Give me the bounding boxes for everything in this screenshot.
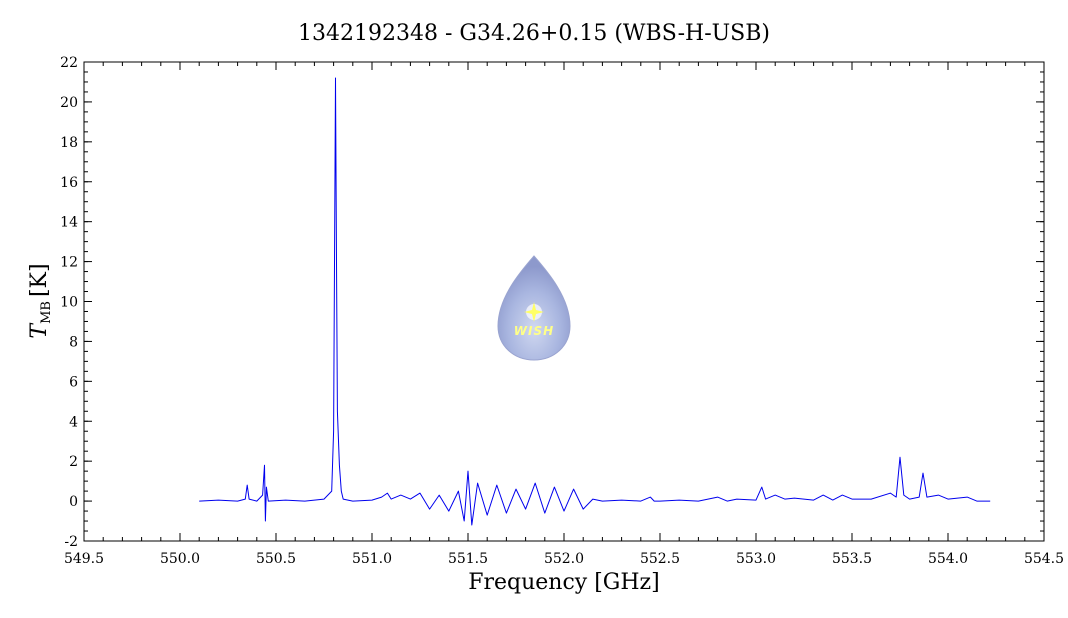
y-tick-label: -2 [64, 534, 78, 550]
y-tick-label: 12 [60, 255, 78, 271]
y-tick-label: 4 [69, 414, 78, 430]
star-icon [524, 302, 544, 322]
y-axis-label: TMB [K] [27, 263, 54, 338]
x-tick-label: 554.0 [928, 551, 968, 567]
y-tick-label: 0 [69, 494, 78, 510]
x-tick-label: 553.5 [832, 551, 872, 567]
y-tick-label: 22 [60, 55, 78, 71]
y-axis-unit: [K] [27, 263, 52, 297]
logo-text: WISH [514, 324, 554, 338]
x-tick-label: 552.0 [544, 551, 584, 567]
x-tick-label: 553.0 [736, 551, 776, 567]
y-axis-subscript: MB [39, 301, 54, 324]
wish-logo: WISH [497, 255, 571, 361]
x-tick-label: 550.5 [256, 551, 296, 567]
x-tick-label: 554.5 [1024, 551, 1064, 567]
x-tick-label: 551.5 [448, 551, 488, 567]
y-tick-label: 6 [69, 374, 78, 390]
x-tick-label: 551.0 [352, 551, 392, 567]
axis-ticks: 549.5 550.0 550.5 551.0 551.5 552.0 552.5 553.0… [60, 55, 1064, 567]
x-axis-label: Frequency [GHz] [468, 570, 660, 595]
y-tick-label: 2 [69, 454, 78, 470]
x-tick-label: 549.5 [64, 551, 104, 567]
y-tick-label: 10 [60, 295, 78, 311]
y-axis-symbol: T [27, 322, 52, 339]
chart-title: 1342192348 - G34.26+0.15 (WBS-H-USB) [298, 21, 770, 46]
spectrum-line [199, 77, 991, 526]
y-tick-label: 14 [60, 215, 78, 231]
x-tick-label: 550.0 [160, 551, 200, 567]
y-tick-label: 18 [60, 135, 78, 151]
y-tick-label: 20 [60, 95, 78, 111]
y-tick-label: 8 [69, 334, 78, 350]
y-tick-label: 16 [60, 175, 78, 191]
series-group [199, 77, 991, 526]
x-tick-label: 552.5 [640, 551, 680, 567]
